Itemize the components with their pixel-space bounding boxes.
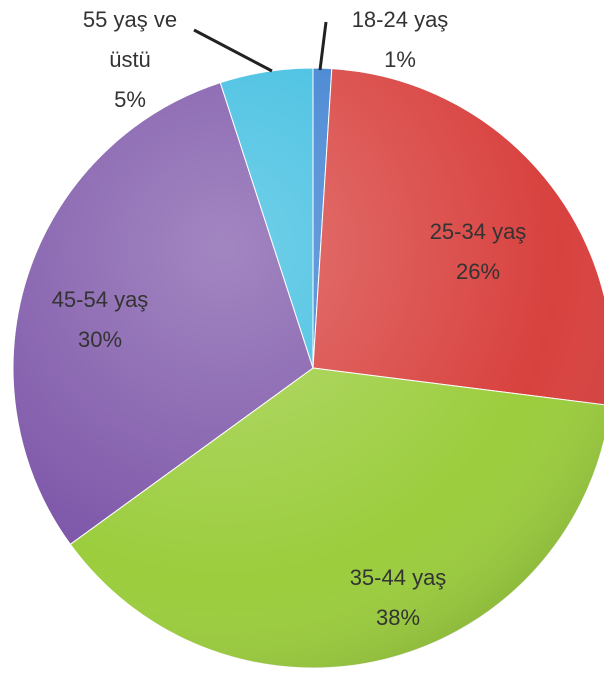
value-label: 26% [455,259,501,284]
category-label: 25-34 yaş [429,219,527,244]
slice-label: 25-34 yaş 26% [430,212,527,292]
leader-line [318,21,328,71]
value-label: 1% [384,47,416,72]
value-label: 5% [114,87,146,112]
slice-label: 35-44 yaş 38% [350,558,447,638]
category-label: 55 yaş ve üstü [82,7,178,72]
slice-label: 45-54 yaş 30% [52,280,149,360]
category-label: 35-44 yaş [349,565,447,590]
value-label: 30% [77,327,123,352]
category-label: 18-24 yaş [351,7,449,32]
category-label: 45-54 yaş [51,287,149,312]
slice-label: 18-24 yaş 1% [352,0,449,80]
value-label: 38% [375,605,421,630]
slice-label: 55 yaş ve üstü 5% [60,0,200,120]
leader-line [193,28,273,73]
